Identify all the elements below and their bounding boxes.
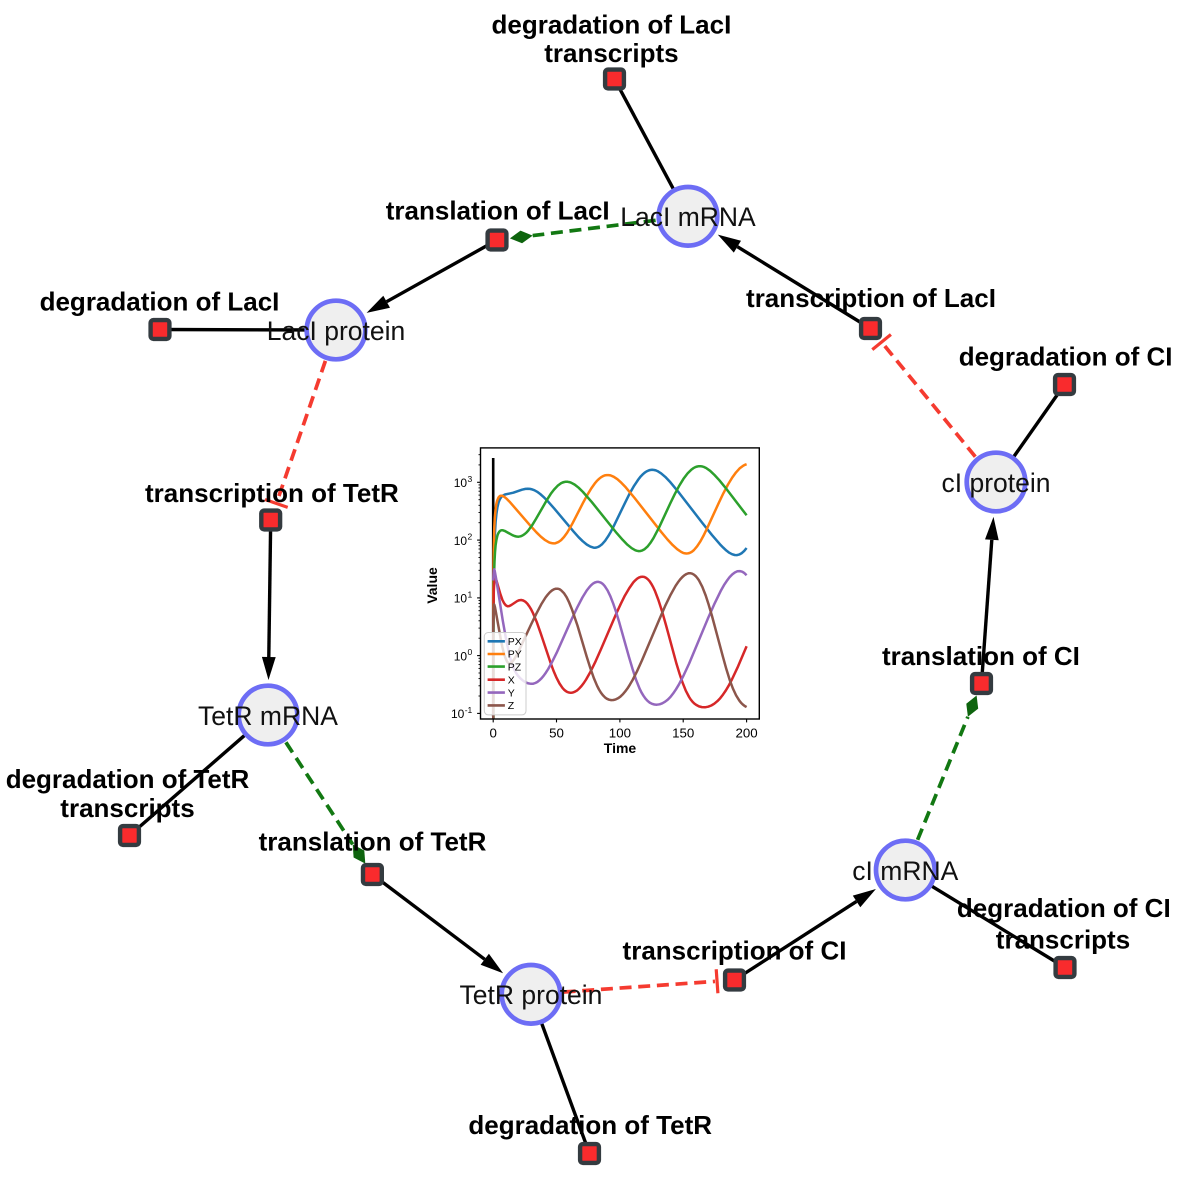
svg-text:PY: PY xyxy=(508,649,522,661)
svg-text:transcription of LacI: transcription of LacI xyxy=(746,283,996,313)
svg-text:Time: Time xyxy=(604,740,637,756)
svg-text:X: X xyxy=(508,674,515,686)
svg-text:transcription of CI: transcription of CI xyxy=(623,936,847,966)
svg-text:TetR mRNA: TetR mRNA xyxy=(198,701,338,731)
svg-text:100: 100 xyxy=(609,725,631,740)
svg-text:degradation of CI: degradation of CI xyxy=(957,893,1171,923)
svg-text:0: 0 xyxy=(468,647,473,657)
svg-text:translation of TetR: translation of TetR xyxy=(259,826,487,856)
svg-text:10: 10 xyxy=(454,476,468,490)
svg-text:degradation of TetR: degradation of TetR xyxy=(468,1110,712,1140)
svg-text:1: 1 xyxy=(468,590,473,600)
svg-text:cI protein: cI protein xyxy=(941,468,1050,498)
svg-text:degradation of CI: degradation of CI xyxy=(959,342,1173,372)
svg-text:transcription of TetR: transcription of TetR xyxy=(145,478,399,508)
svg-text:50: 50 xyxy=(549,725,564,740)
svg-text:0: 0 xyxy=(489,725,496,740)
svg-text:degradation of TetR: degradation of TetR xyxy=(6,764,250,794)
svg-text:LacI mRNA: LacI mRNA xyxy=(620,202,756,232)
svg-text:2: 2 xyxy=(468,532,473,542)
svg-text:10: 10 xyxy=(454,534,468,548)
svg-text:10: 10 xyxy=(454,649,468,663)
svg-text:3: 3 xyxy=(468,474,473,484)
svg-text:TetR protein: TetR protein xyxy=(460,980,603,1010)
svg-text:-1: -1 xyxy=(465,705,473,715)
svg-text:200: 200 xyxy=(736,725,758,740)
svg-text:cI mRNA: cI mRNA xyxy=(852,856,958,886)
svg-text:Z: Z xyxy=(508,700,515,712)
svg-text:10: 10 xyxy=(451,707,465,721)
svg-text:degradation of LacI: degradation of LacI xyxy=(491,9,731,39)
svg-text:translation of CI: translation of CI xyxy=(882,641,1080,671)
svg-text:transcripts: transcripts xyxy=(60,793,194,823)
svg-text:degradation of LacI: degradation of LacI xyxy=(40,287,280,317)
svg-text:150: 150 xyxy=(672,725,694,740)
svg-text:10: 10 xyxy=(454,592,468,606)
svg-text:LacI protein: LacI protein xyxy=(267,316,405,346)
svg-text:PX: PX xyxy=(508,636,522,648)
svg-text:translation of LacI: translation of LacI xyxy=(386,195,610,225)
svg-text:PZ: PZ xyxy=(508,661,522,673)
svg-text:Value: Value xyxy=(424,567,440,604)
svg-text:transcripts: transcripts xyxy=(544,38,678,68)
svg-text:transcripts: transcripts xyxy=(996,924,1130,954)
svg-text:Y: Y xyxy=(508,687,515,699)
